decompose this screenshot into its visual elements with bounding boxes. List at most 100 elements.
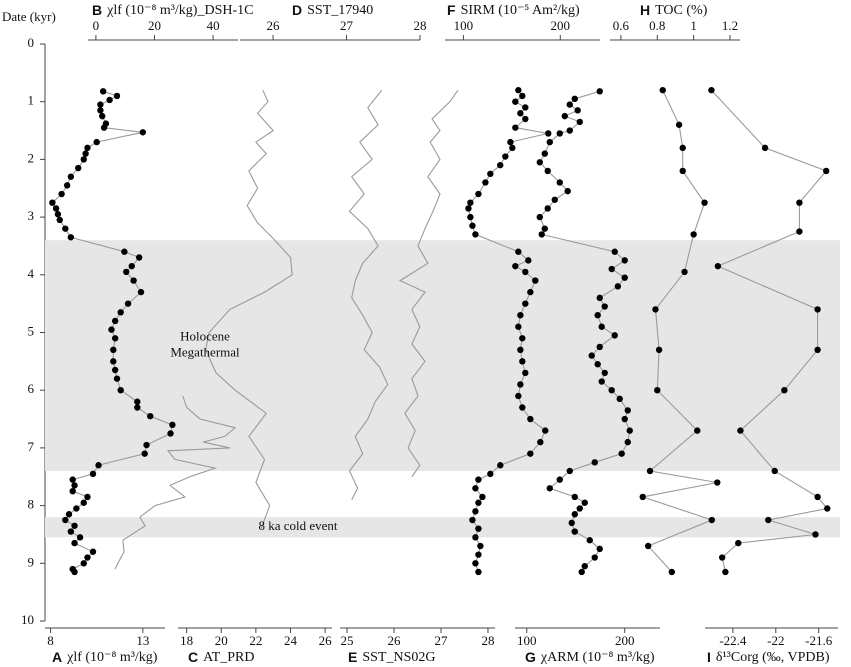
data-point bbox=[117, 309, 124, 316]
data-point bbox=[621, 415, 628, 423]
data-point bbox=[52, 205, 60, 212]
data-point bbox=[545, 130, 552, 137]
x-tick-label: 200 bbox=[615, 633, 635, 648]
data-point bbox=[123, 268, 130, 276]
profile-line bbox=[205, 89, 293, 529]
data-point bbox=[167, 430, 174, 437]
data-point bbox=[536, 159, 543, 166]
data-point bbox=[512, 262, 519, 270]
panel-letter: H bbox=[640, 2, 650, 18]
data-point bbox=[668, 568, 676, 576]
data-point bbox=[69, 476, 76, 483]
data-point bbox=[63, 182, 71, 189]
data-point bbox=[67, 234, 75, 241]
data-point bbox=[134, 404, 141, 411]
data-point bbox=[538, 231, 545, 238]
data-point bbox=[722, 568, 729, 576]
data-point bbox=[509, 144, 516, 152]
data-point bbox=[515, 248, 522, 255]
data-point bbox=[135, 254, 143, 261]
data-point bbox=[814, 493, 821, 501]
panel-letter: G bbox=[525, 649, 536, 665]
x-tick-label: 28 bbox=[414, 18, 427, 33]
panel-label: E SST_NS02G bbox=[348, 649, 435, 666]
data-point bbox=[812, 531, 819, 538]
y-tick-label: 7 bbox=[28, 439, 35, 454]
x-tick-label: 0.6 bbox=[613, 18, 630, 33]
data-point bbox=[84, 493, 91, 501]
x-tick-label: 0.8 bbox=[649, 18, 665, 33]
data-point bbox=[93, 138, 100, 146]
x-tick-label: 13 bbox=[136, 633, 149, 648]
data-point bbox=[586, 537, 593, 544]
data-point bbox=[519, 335, 526, 342]
data-point bbox=[654, 387, 661, 394]
x-tick-label: 18 bbox=[180, 633, 193, 648]
x-tick-label: -22.4 bbox=[719, 633, 747, 648]
data-point bbox=[522, 300, 529, 307]
data-point bbox=[596, 545, 603, 553]
panel-letter: A bbox=[52, 649, 62, 665]
band bbox=[45, 240, 840, 471]
data-point bbox=[708, 86, 715, 94]
data-point bbox=[823, 167, 830, 175]
data-point bbox=[765, 516, 772, 524]
data-point bbox=[576, 118, 583, 126]
data-point bbox=[517, 346, 524, 354]
data-point bbox=[624, 407, 631, 414]
data-point bbox=[54, 211, 62, 218]
y-tick-label: 6 bbox=[28, 381, 35, 396]
data-point bbox=[507, 138, 514, 146]
y-tick-label: 9 bbox=[28, 554, 35, 569]
y-axis-title: Date (kyr) bbox=[2, 9, 56, 24]
data-point bbox=[113, 92, 121, 100]
data-point bbox=[621, 274, 628, 281]
data-point bbox=[735, 539, 742, 547]
data-point bbox=[646, 467, 654, 475]
data-point bbox=[487, 170, 494, 178]
data-point bbox=[80, 499, 87, 506]
data-point bbox=[690, 231, 697, 238]
data-point bbox=[566, 101, 573, 108]
data-point bbox=[475, 551, 482, 558]
axis-title: AT_PRD bbox=[203, 650, 254, 665]
data-point bbox=[465, 205, 472, 212]
data-point bbox=[467, 213, 474, 221]
data-point bbox=[601, 303, 608, 310]
data-point bbox=[556, 476, 563, 483]
x-tick-label: 24 bbox=[284, 633, 298, 648]
data-point bbox=[519, 358, 526, 365]
data-point bbox=[472, 534, 479, 541]
data-point bbox=[527, 288, 534, 296]
data-point bbox=[527, 450, 534, 457]
data-point bbox=[515, 323, 522, 330]
data-point bbox=[475, 499, 482, 506]
data-point bbox=[124, 300, 132, 307]
data-point bbox=[714, 262, 722, 270]
data-point bbox=[71, 539, 78, 547]
panel-letter: I bbox=[707, 649, 711, 665]
data-point bbox=[571, 528, 578, 535]
data-point bbox=[814, 306, 821, 313]
data-point bbox=[519, 92, 526, 100]
data-point bbox=[598, 323, 605, 330]
band bbox=[45, 517, 840, 538]
data-point bbox=[655, 346, 663, 354]
x-tick-label: 26 bbox=[319, 633, 333, 648]
data-point bbox=[601, 369, 608, 377]
data-point bbox=[472, 508, 479, 515]
data-point bbox=[479, 493, 486, 501]
data-point bbox=[771, 467, 778, 475]
x-tick-label: 28 bbox=[481, 633, 494, 648]
data-point bbox=[467, 199, 474, 206]
axis-title: χlf (10⁻⁸ m³/kg) bbox=[66, 650, 158, 665]
data-point bbox=[551, 196, 558, 203]
data-point bbox=[110, 358, 117, 365]
data-point bbox=[84, 554, 91, 561]
data-point bbox=[532, 277, 539, 284]
data-point bbox=[110, 346, 117, 354]
data-point bbox=[522, 268, 529, 276]
